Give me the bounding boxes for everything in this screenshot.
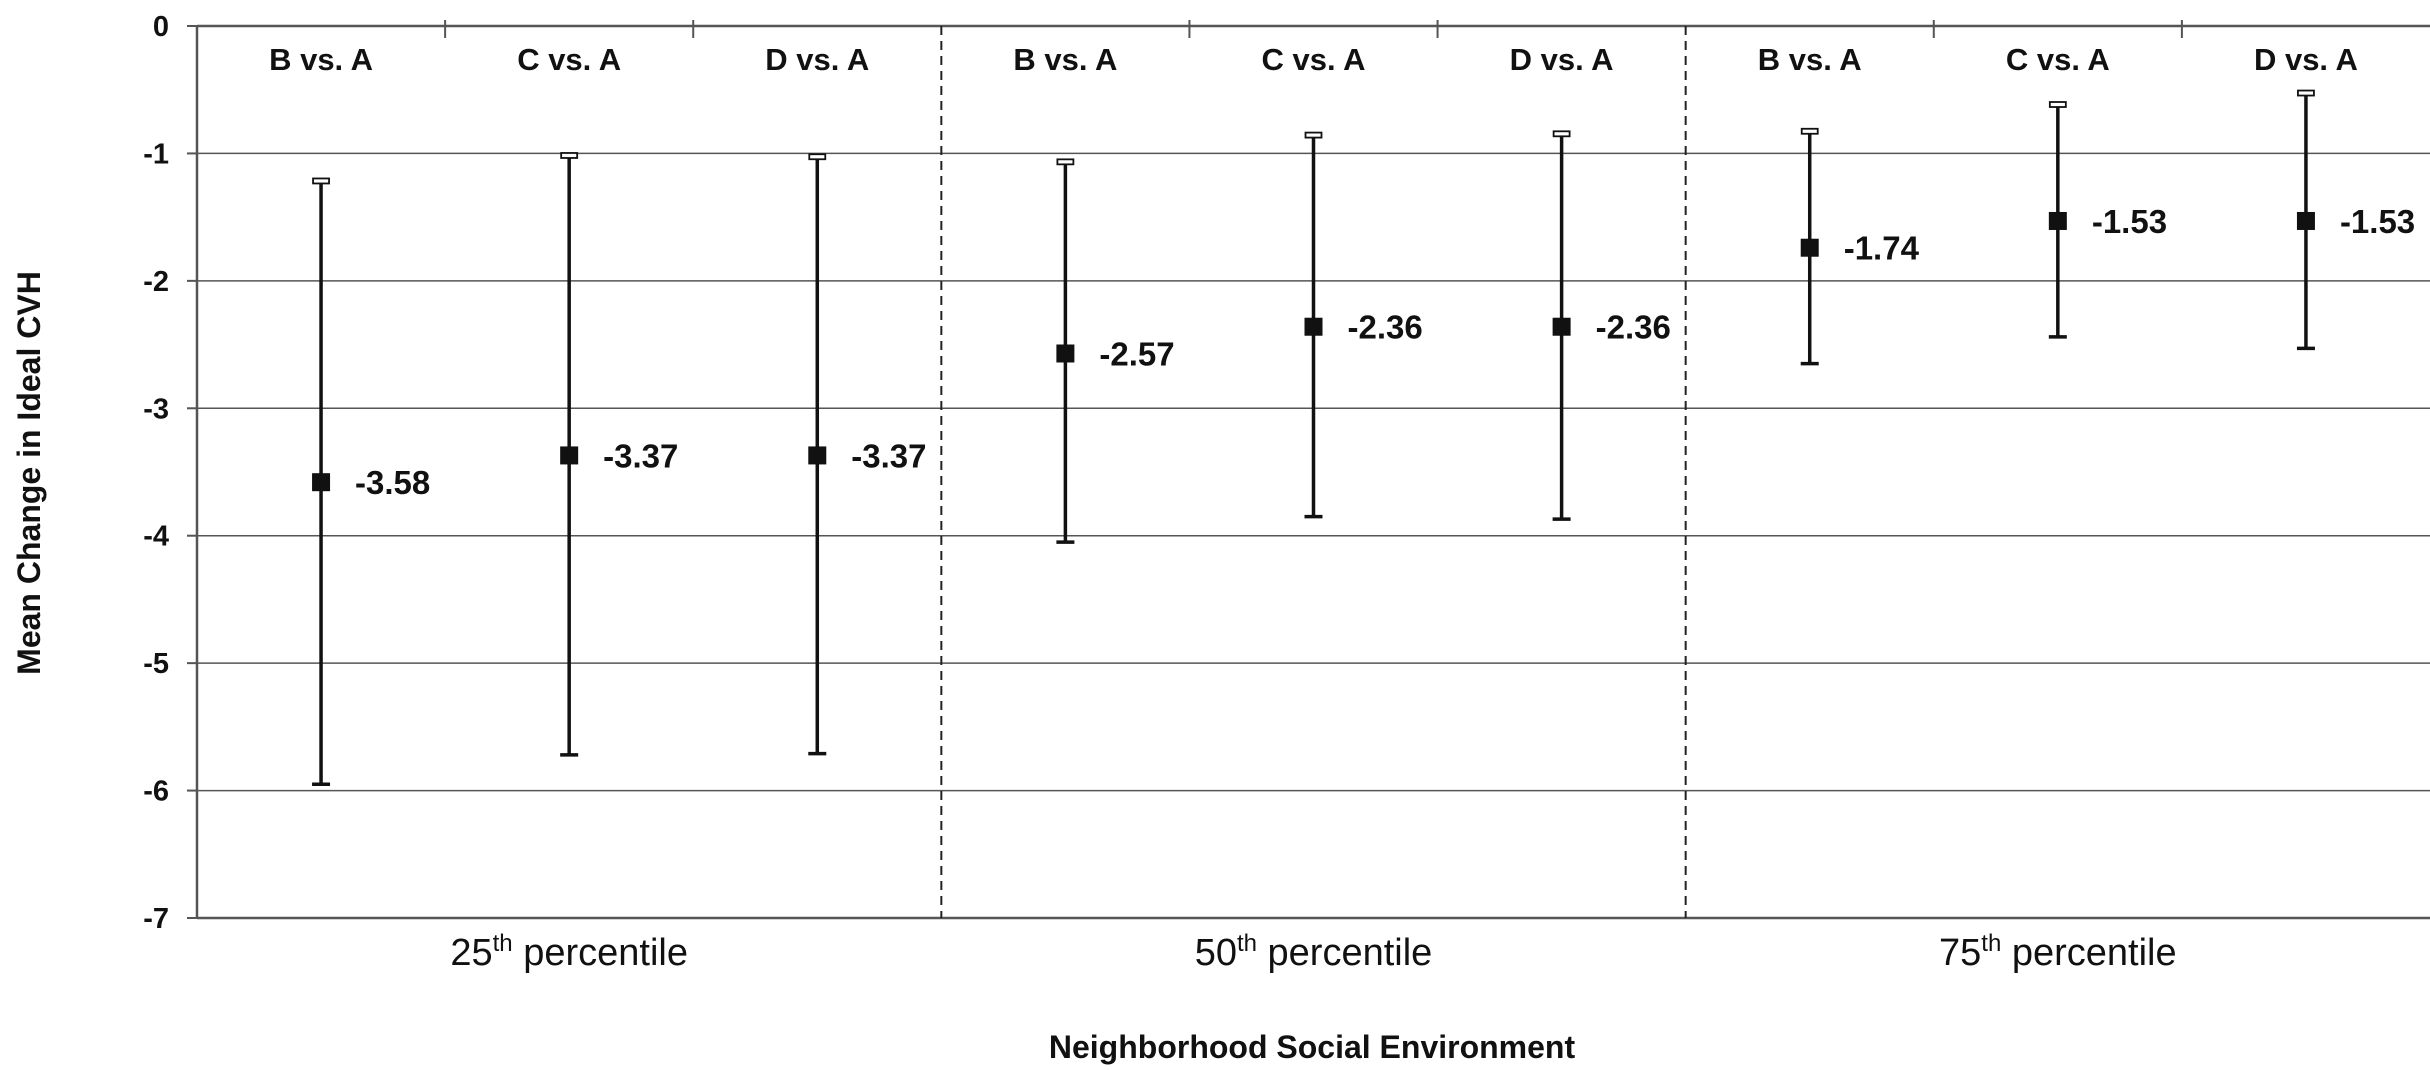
error-cap-upper	[2297, 89, 2315, 97]
point-marker	[1800, 238, 1819, 257]
error-cap-upper	[1800, 127, 1819, 135]
value-label: -3.58	[355, 464, 430, 501]
point-marker	[560, 446, 579, 465]
value-label: -2.36	[1596, 309, 1671, 346]
value-label: -3.37	[603, 437, 678, 474]
x-axis-title: Neighborhood Social Environment	[1049, 1029, 1576, 1065]
value-label: -2.57	[1099, 335, 1174, 372]
value-label: -1.53	[2092, 203, 2167, 240]
y-tick-label: -7	[143, 903, 169, 935]
y-tick-label: -2	[143, 266, 169, 298]
point-marker	[2296, 211, 2315, 230]
category-label: C vs. A	[517, 42, 621, 77]
category-label: D vs. A	[2254, 42, 2358, 77]
value-label: -2.36	[1348, 309, 1423, 346]
error-cap-upper	[2048, 101, 2067, 108]
y-tick-label: -6	[143, 776, 169, 808]
error-cap-upper	[312, 177, 330, 185]
point-marker	[1056, 344, 1075, 363]
y-tick-label: 0	[153, 11, 169, 43]
value-label: -1.53	[2340, 203, 2415, 240]
axes	[187, 20, 2430, 920]
error-cap-upper	[1552, 130, 1571, 138]
category-label: B vs. A	[1758, 42, 1862, 77]
group-separators	[940, 26, 1687, 918]
group-label: 50th percentile	[1195, 930, 1433, 974]
point-marker	[1304, 317, 1323, 336]
value-label: -1.74	[1844, 230, 1920, 267]
point-marker	[2048, 211, 2067, 230]
point-marker	[1552, 317, 1571, 336]
point-marker	[312, 473, 331, 492]
error-cap-upper	[1304, 131, 1323, 139]
point-marker	[808, 446, 827, 465]
category-label: B vs. A	[269, 42, 373, 77]
error-cap-upper	[808, 153, 827, 161]
group-label: 75th percentile	[1939, 930, 2177, 974]
y-tick-label: -3	[143, 393, 169, 425]
category-label: B vs. A	[1013, 42, 1117, 77]
y-tick-label: -1	[143, 138, 169, 170]
chart-text: 0 -1 -2 -3 -4 -5 -6 -7 25th percentile B vs. A -3.…	[143, 11, 2415, 974]
error-cap-upper	[1056, 158, 1075, 166]
y-tick-label: -4	[143, 521, 169, 553]
category-label: C vs. A	[2006, 42, 2110, 77]
value-label: -3.37	[851, 437, 926, 474]
y-tick-label: -5	[143, 648, 169, 680]
group-label: 25th percentile	[450, 930, 688, 974]
category-label: D vs. A	[1510, 42, 1614, 77]
category-label: C vs. A	[1262, 42, 1366, 77]
y-axis-title: Mean Change in Ideal CVH	[11, 271, 47, 675]
category-label: D vs. A	[765, 42, 869, 77]
error-cap-upper	[560, 152, 579, 159]
data-marks	[312, 89, 2315, 786]
